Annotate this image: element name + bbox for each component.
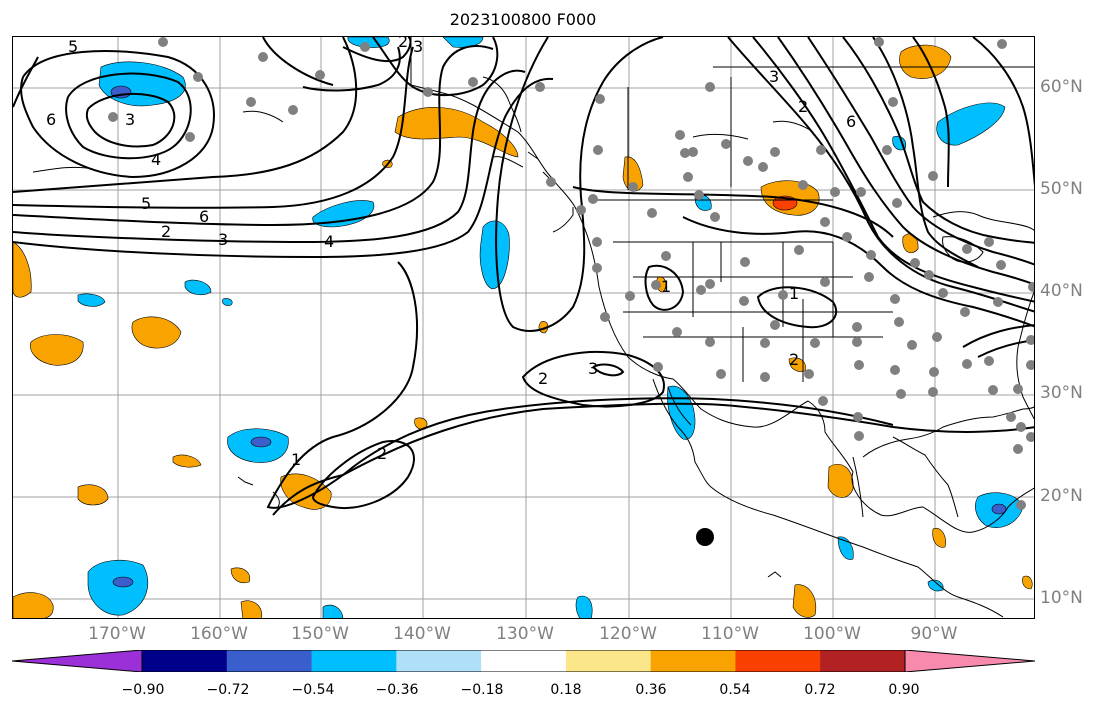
colorbar-segment bbox=[481, 650, 567, 672]
lat-label: 30°N bbox=[1040, 383, 1083, 403]
contour-label: 2 bbox=[798, 97, 808, 116]
lon-label: 140°W bbox=[393, 624, 451, 644]
colorbar-tick: −0.72 bbox=[206, 682, 250, 698]
colorbar-tick: −0.18 bbox=[460, 682, 504, 698]
contour-label: 4 bbox=[151, 150, 161, 169]
colorbar-segment bbox=[735, 650, 821, 672]
height-contours bbox=[13, 37, 1034, 516]
colorbar-segment bbox=[396, 650, 482, 672]
lon-label: 120°W bbox=[599, 624, 657, 644]
colorbar bbox=[12, 650, 1035, 672]
contour-label: 3 bbox=[413, 37, 423, 56]
contour-label: 1 bbox=[789, 284, 799, 303]
lon-label: 130°W bbox=[496, 624, 554, 644]
colorbar-segment bbox=[565, 650, 652, 672]
contour-label: 6 bbox=[846, 112, 856, 131]
contour-label: 1 bbox=[661, 277, 671, 296]
coastlines bbox=[32, 37, 1034, 618]
contour-label: 1 bbox=[291, 450, 301, 469]
lat-label: 50°N bbox=[1040, 179, 1083, 199]
shaded-anomalies bbox=[13, 37, 1033, 618]
colorbar-low-arrow bbox=[12, 650, 143, 672]
map-canvas: 5 6 3 4 2 3 5 6 2 3 4 2 3 1 2 1 2 3 6 1 … bbox=[13, 37, 1034, 618]
contour-label: 6 bbox=[46, 110, 56, 129]
lat-label: 60°N bbox=[1040, 77, 1083, 97]
colorbar-tick: 0.36 bbox=[635, 682, 667, 698]
contour-label: 3 bbox=[769, 67, 779, 86]
colorbar-segments bbox=[142, 650, 906, 672]
target-marker bbox=[696, 528, 714, 546]
contour-label: 6 bbox=[199, 207, 209, 226]
colorbar-segment bbox=[142, 650, 228, 672]
contour-label: 3 bbox=[588, 359, 598, 378]
lat-label: 10°N bbox=[1040, 588, 1083, 608]
colorbar-high-arrow bbox=[904, 650, 1035, 672]
colorbar-tick: 0.90 bbox=[888, 682, 920, 698]
colorbar-tick: −0.36 bbox=[375, 682, 419, 698]
contour-label: 5 bbox=[141, 194, 151, 213]
colorbar-outline bbox=[141, 650, 906, 672]
colorbar-tick: 0.54 bbox=[719, 682, 751, 698]
contour-labels: 5 6 3 4 2 3 5 6 2 3 4 2 3 1 2 1 2 3 6 1 … bbox=[46, 37, 856, 469]
lon-label: 160°W bbox=[190, 624, 248, 644]
contour-label: 5 bbox=[68, 37, 78, 56]
lat-label: 20°N bbox=[1040, 486, 1083, 506]
contour-label: 2 bbox=[538, 369, 548, 388]
contour-label: 2 bbox=[789, 350, 799, 369]
lon-label: 100°W bbox=[803, 624, 861, 644]
colorbar-tick: 0.72 bbox=[804, 682, 836, 698]
map-panel: 5 6 3 4 2 3 5 6 2 3 4 2 3 1 2 1 2 3 6 1 … bbox=[12, 36, 1035, 619]
contour-label: 3 bbox=[218, 230, 228, 249]
contour-label: 2 bbox=[161, 222, 171, 241]
colorbar-segment bbox=[226, 650, 313, 672]
colorbar-segment bbox=[650, 650, 736, 672]
lon-label: 170°W bbox=[88, 624, 146, 644]
colorbar-tick: −0.90 bbox=[121, 682, 165, 698]
lat-label: 40°N bbox=[1040, 281, 1083, 301]
contour-label: 2 bbox=[398, 37, 408, 51]
contour-label: 4 bbox=[324, 232, 334, 251]
contour-label: 2 bbox=[377, 444, 387, 463]
station-markers bbox=[108, 37, 1034, 510]
colorbar-segment bbox=[820, 650, 906, 672]
lon-label: 150°W bbox=[291, 624, 349, 644]
colorbar-tick: −0.54 bbox=[291, 682, 335, 698]
colorbar-segment bbox=[311, 650, 397, 672]
contour-label: 3 bbox=[125, 110, 135, 129]
map-title: 2023100800 F000 bbox=[449, 10, 597, 29]
lon-label: 90°W bbox=[910, 624, 958, 644]
lon-label: 110°W bbox=[701, 624, 759, 644]
colorbar-tick: 0.18 bbox=[550, 682, 582, 698]
